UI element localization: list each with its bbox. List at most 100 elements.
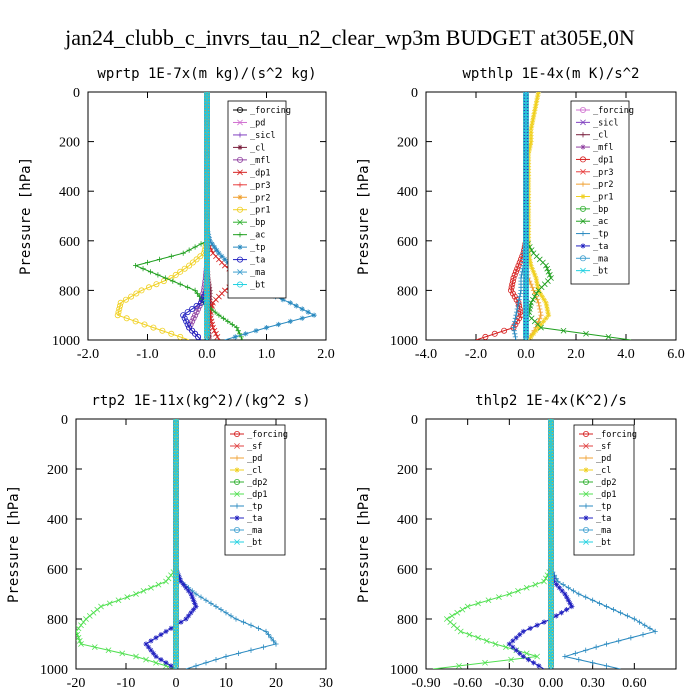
data-point — [203, 188, 210, 195]
data-point — [562, 653, 568, 660]
data-point — [180, 582, 187, 588]
data-point — [311, 312, 317, 318]
data-point — [535, 318, 542, 324]
y-tick-label: 600 — [397, 563, 418, 578]
data-point — [208, 600, 214, 606]
legend-marker — [234, 443, 240, 449]
legend-marker — [583, 467, 589, 473]
data-point — [163, 660, 169, 666]
legend-marker — [583, 515, 589, 521]
legend-marker — [234, 539, 240, 545]
y-tick-label: 400 — [397, 513, 418, 528]
data-point — [232, 334, 238, 340]
data-point — [177, 575, 183, 581]
data-point — [515, 300, 522, 306]
data-point — [183, 318, 190, 325]
series-group — [475, 92, 632, 340]
series-group — [76, 419, 279, 669]
data-point — [195, 305, 202, 312]
x-tick-label: -10 — [117, 676, 136, 691]
x-tick-label: 2.0 — [567, 347, 585, 362]
legend-marker — [583, 455, 589, 461]
y-tick-label: 800 — [59, 284, 80, 299]
data-point — [268, 635, 274, 641]
data-point — [203, 197, 210, 204]
legend-label: _pd — [596, 454, 611, 464]
data-point — [216, 312, 222, 318]
legend-label: _cl — [596, 466, 611, 476]
legend-label: _bp — [593, 205, 608, 215]
data-point — [203, 92, 210, 99]
data-point — [538, 324, 544, 331]
data-point — [114, 312, 121, 319]
legend-marker — [580, 193, 586, 200]
y-axis-label: Pressure [hPa] — [18, 157, 34, 275]
data-point — [233, 616, 239, 622]
data-point — [204, 92, 210, 95]
data-point — [263, 325, 270, 331]
data-point — [483, 637, 490, 644]
data-point — [628, 635, 634, 641]
data-point — [556, 585, 562, 591]
legend-label: _mfl — [593, 143, 613, 153]
data-point — [508, 656, 514, 663]
data-point — [533, 101, 539, 107]
y-tick-label: 800 — [47, 613, 68, 628]
panel-3: rtp2 1E-11x(kg^2)/(kg^2 s) Pressure [hPa]… — [6, 393, 333, 691]
legend-label: _dp1 — [250, 168, 270, 178]
data-point — [181, 315, 188, 322]
legend-marker — [237, 169, 243, 176]
data-point — [529, 266, 535, 272]
data-point — [534, 653, 540, 660]
data-point — [212, 309, 218, 315]
data-point — [203, 132, 210, 139]
data-point — [173, 662, 179, 669]
data-point — [203, 315, 210, 322]
data-point — [106, 600, 113, 607]
legend-label: _bt — [596, 538, 611, 548]
data-point — [133, 591, 139, 597]
data-point — [180, 312, 187, 319]
data-point — [203, 141, 210, 148]
data-point — [158, 632, 164, 638]
data-point — [186, 262, 193, 269]
y-tick-label: 400 — [397, 185, 418, 200]
data-point — [94, 606, 101, 613]
data-point — [203, 209, 210, 216]
data-point — [531, 293, 538, 300]
data-point — [203, 144, 210, 151]
legend-marker — [236, 107, 243, 114]
figure-title: jan24_clubb_c_invrs_tau_n2_clear_wp3m BU… — [64, 25, 635, 50]
data-point — [543, 300, 549, 306]
data-point — [198, 299, 205, 306]
data-point — [140, 587, 147, 594]
legend-label: _ma — [596, 526, 611, 536]
data-point — [138, 287, 145, 294]
data-point — [529, 120, 535, 126]
data-point — [537, 309, 543, 315]
data-point — [536, 303, 542, 309]
data-point — [203, 166, 210, 173]
data-point — [525, 657, 532, 663]
data-point — [203, 194, 210, 201]
x-tick-label: 1.0 — [258, 347, 276, 362]
data-point — [501, 327, 508, 334]
data-point — [515, 587, 521, 594]
legend-box — [227, 100, 287, 299]
x-tick-label: 6.0 — [667, 347, 685, 362]
data-point — [193, 256, 200, 263]
legend-marker — [236, 156, 243, 163]
legend-marker — [580, 168, 586, 175]
data-point — [203, 126, 210, 133]
data-point — [564, 607, 570, 613]
data-point — [203, 216, 210, 223]
data-point — [203, 178, 210, 185]
legend-marker — [580, 267, 586, 274]
legend-label: _sicl — [593, 118, 619, 128]
legend-marker — [237, 119, 243, 126]
data-point — [570, 588, 577, 594]
legend-marker — [580, 144, 586, 150]
data-point — [564, 594, 570, 600]
data-point — [116, 302, 123, 309]
data-point — [565, 585, 571, 591]
